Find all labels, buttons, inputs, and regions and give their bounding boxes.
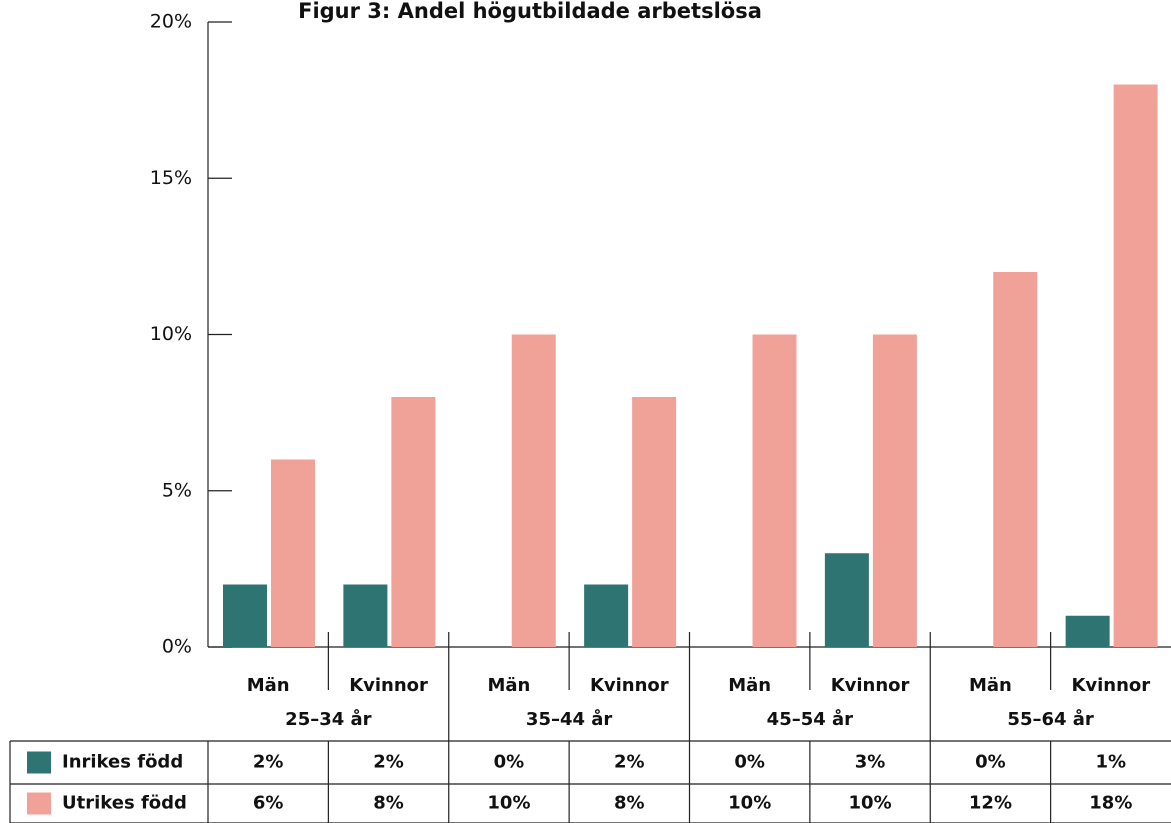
bar bbox=[343, 584, 388, 647]
bar bbox=[223, 584, 267, 647]
bar bbox=[271, 459, 315, 647]
x-tick-label: Män bbox=[247, 675, 290, 696]
y-tick-label: 5% bbox=[162, 479, 192, 501]
bar bbox=[632, 397, 677, 647]
table-value: 3% bbox=[855, 752, 886, 773]
x-tick-label: Kvinnor bbox=[1071, 675, 1150, 696]
chart-title: Figur 3: Andel högutbildade arbetslösa bbox=[298, 0, 762, 23]
group-label: 35–44 år bbox=[526, 708, 613, 730]
table-value: 0% bbox=[975, 752, 1006, 773]
y-tick-label: 10% bbox=[150, 323, 192, 345]
legend-swatch bbox=[27, 751, 51, 774]
x-tick-label: Män bbox=[728, 675, 771, 696]
y-tick-label: 0% bbox=[162, 636, 192, 658]
bar bbox=[511, 334, 556, 647]
table-value: 10% bbox=[728, 793, 771, 814]
legend-label: Inrikes född bbox=[62, 752, 183, 773]
x-tick-label: Kvinnor bbox=[349, 675, 428, 696]
bar bbox=[391, 397, 436, 647]
table-value: 2% bbox=[373, 752, 404, 773]
table-value: 10% bbox=[849, 793, 892, 814]
legend-swatch bbox=[27, 792, 51, 815]
y-tick-label: 20% bbox=[150, 11, 192, 33]
table-value: 0% bbox=[494, 752, 525, 773]
bar bbox=[824, 553, 869, 647]
table-value: 12% bbox=[969, 793, 1012, 814]
bar bbox=[1065, 615, 1110, 647]
group-label: 45–54 år bbox=[767, 708, 854, 730]
x-tick-label: Kvinnor bbox=[831, 675, 910, 696]
bar bbox=[584, 584, 629, 647]
table-value: 8% bbox=[614, 793, 645, 814]
x-tick-label: Kvinnor bbox=[590, 675, 669, 696]
table-value: 2% bbox=[253, 752, 284, 773]
x-tick-label: Män bbox=[488, 675, 531, 696]
group-label: 25–34 år bbox=[285, 708, 372, 730]
legend-label: Utrikes född bbox=[62, 793, 187, 814]
group-label: 55–64 år bbox=[1007, 708, 1094, 730]
table-value: 10% bbox=[487, 793, 530, 814]
bar bbox=[752, 334, 797, 647]
table-value: 2% bbox=[614, 752, 645, 773]
table-value: 8% bbox=[373, 793, 404, 814]
table-value: 0% bbox=[734, 752, 765, 773]
bar bbox=[993, 272, 1038, 647]
table-value: 6% bbox=[253, 793, 284, 814]
x-tick-label: Män bbox=[969, 675, 1012, 696]
bar bbox=[872, 334, 917, 647]
table-value: 18% bbox=[1089, 793, 1132, 814]
y-tick-label: 15% bbox=[150, 167, 192, 189]
bar bbox=[1113, 84, 1158, 647]
table-value: 1% bbox=[1096, 752, 1127, 773]
